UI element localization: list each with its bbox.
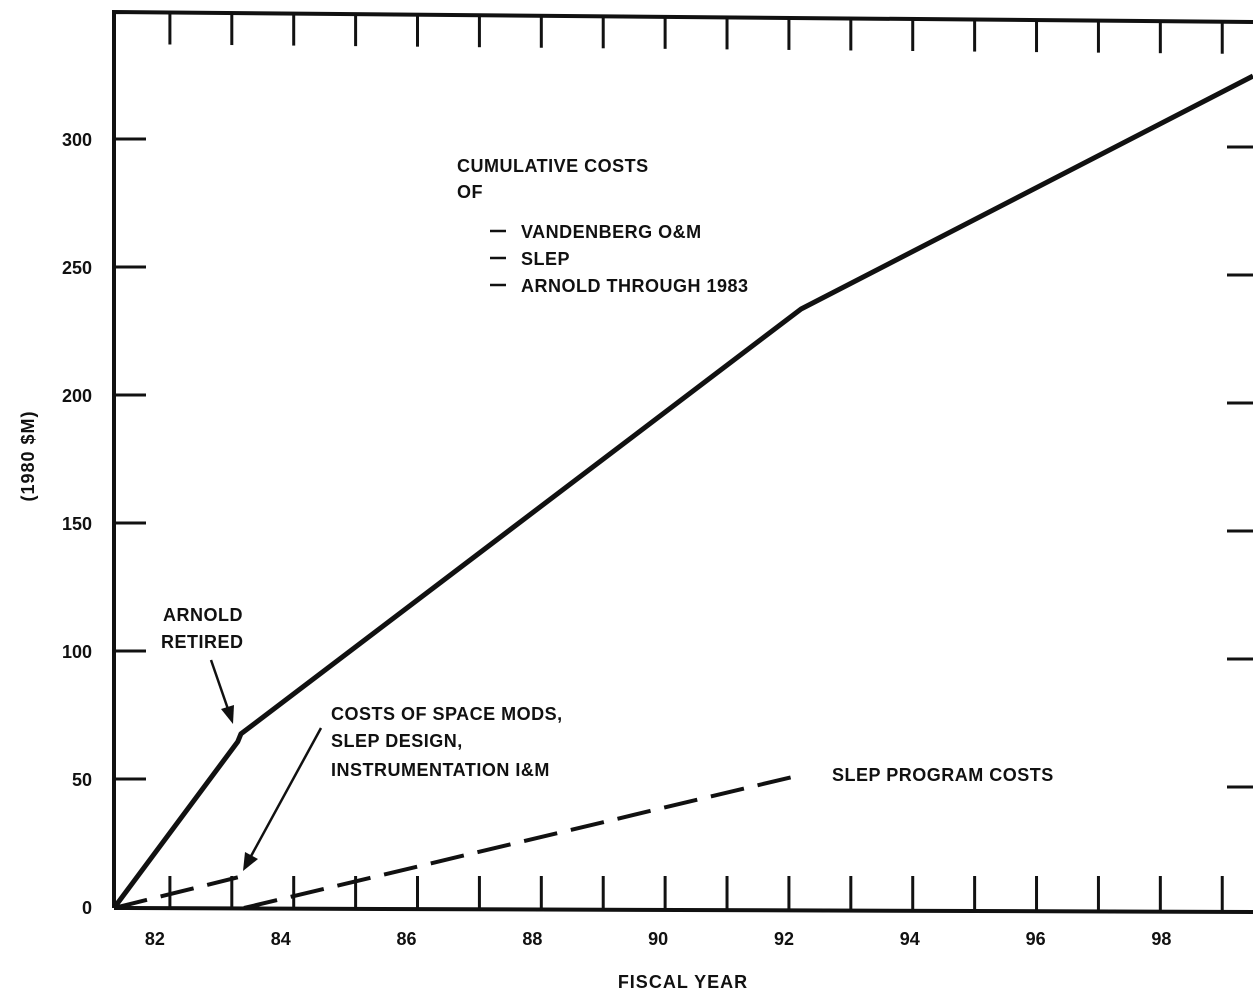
arnold-label: ARNOLD (163, 605, 243, 625)
tick-labels: 0 50 100 150 200 250 300 82 84 86 88 90 92 94 96 98 (62, 130, 1171, 949)
arnold-arrow-line (209, 659, 231, 713)
x-tick-label: 98 (1151, 929, 1171, 949)
cumulative-costs-title: CUMULATIVE COSTS (457, 156, 649, 176)
cumulative-item-label: ARNOLD THROUGH 1983 (521, 276, 749, 296)
y-tick-label: 200 (62, 386, 92, 406)
y-tick-label: 0 (82, 898, 92, 918)
cumulative-item-arnold: ARNOLD THROUGH 1983 (490, 276, 749, 296)
x-tick-label: 84 (271, 929, 291, 949)
cumulative-item-slep: SLEP (490, 249, 570, 269)
y-tick-label: 250 (62, 258, 92, 278)
y-axis-title: (1980 $M) (18, 410, 38, 501)
arnold-arrow-head (221, 705, 234, 724)
axis-ticks (114, 12, 1253, 910)
annotations: CUMULATIVE COSTS OF VANDENBERG O&M SLEP … (161, 156, 1054, 871)
series-line-3 (243, 772, 802, 910)
x-axis-title: FISCAL YEAR (618, 972, 748, 990)
y-tick-label: 300 (62, 130, 92, 150)
plot-frame-top-left (112, 9, 1253, 908)
space-mods-arrow-head (243, 852, 258, 871)
space-mods-line-3: INSTRUMENTATION I&M (331, 760, 550, 780)
space-mods-arrow-line (248, 727, 323, 859)
x-tick-label: 92 (774, 929, 794, 949)
cumulative-costs-of: OF (457, 182, 483, 202)
x-tick-label: 96 (1026, 929, 1046, 949)
slep-program-label: SLEP PROGRAM COSTS (832, 765, 1054, 785)
x-tick-label: 90 (648, 929, 668, 949)
series-line-2 (113, 875, 239, 910)
space-mods-line-2: SLEP DESIGN, (331, 731, 463, 751)
x-tick-label: 82 (145, 929, 165, 949)
cumulative-item-label: SLEP (521, 249, 570, 269)
y-tick-label: 100 (62, 642, 92, 662)
cumulative-item-label: VANDENBERG O&M (521, 222, 702, 242)
y-tick-label: 50 (72, 770, 92, 790)
x-tick-label: 94 (900, 929, 920, 949)
plot-frame (112, 9, 1253, 914)
retired-label: RETIRED (161, 632, 244, 652)
cumulative-item-vandenberg: VANDENBERG O&M (490, 222, 702, 242)
x-axis-line (113, 906, 1253, 914)
space-mods-line-1: COSTS OF SPACE MODS, (331, 704, 563, 724)
x-tick-label: 88 (522, 929, 542, 949)
series-lines (111, 73, 1253, 910)
y-tick-label: 150 (62, 514, 92, 534)
x-tick-label: 86 (397, 929, 417, 949)
series-line-1 (111, 73, 1253, 910)
